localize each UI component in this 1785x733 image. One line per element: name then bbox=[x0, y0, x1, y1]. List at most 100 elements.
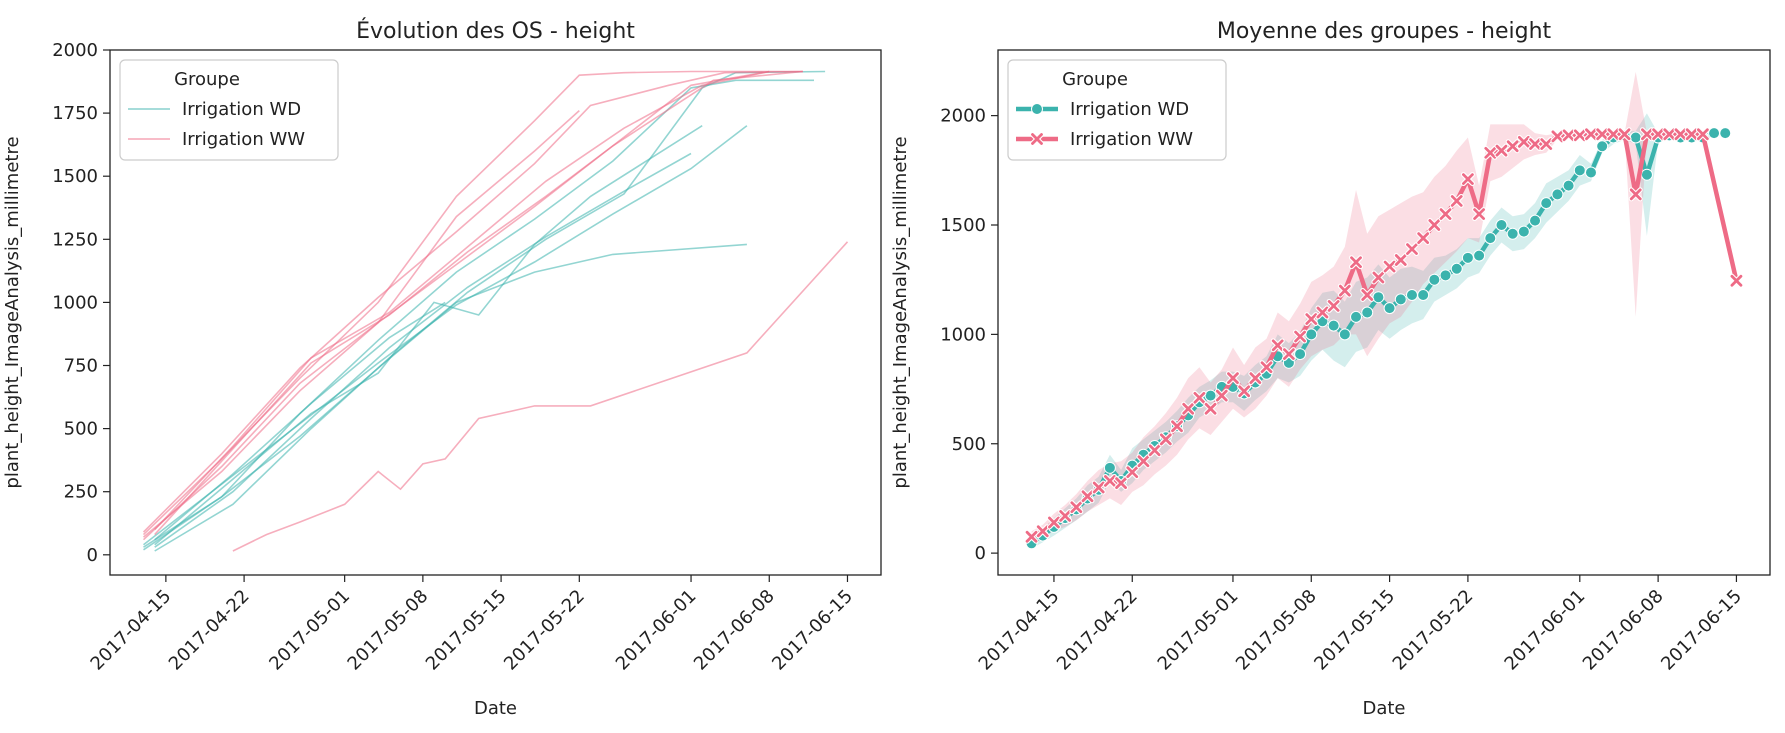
data-point-ww bbox=[1081, 490, 1094, 503]
right-x-tick-label: 2017-06-01 bbox=[1501, 586, 1590, 675]
data-point-ww bbox=[1137, 455, 1150, 468]
series-line-ww bbox=[154, 70, 770, 531]
right-y-tick-label: 500 bbox=[952, 434, 986, 455]
right-x-tick-label: 2017-04-15 bbox=[975, 586, 1064, 675]
data-point-ww bbox=[1573, 129, 1586, 142]
data-point-wd bbox=[1294, 348, 1307, 361]
data-point-ww bbox=[1641, 128, 1653, 141]
data-point-wd bbox=[1103, 461, 1116, 474]
right-legend-title: Groupe bbox=[1062, 69, 1128, 90]
data-point-ww bbox=[1506, 140, 1519, 153]
left-x-tick-label: 2017-05-22 bbox=[500, 586, 589, 675]
left-y-tick-label: 250 bbox=[64, 482, 98, 503]
right-legend-label-ww: Irrigation WW bbox=[1070, 129, 1193, 150]
data-point-ww bbox=[1629, 188, 1642, 201]
data-point-ww bbox=[1406, 243, 1418, 255]
data-point-wd bbox=[1506, 227, 1519, 240]
right-legend-box bbox=[1007, 59, 1227, 161]
data-point-wd bbox=[1405, 289, 1418, 301]
left-y-tick-label: 1250 bbox=[52, 229, 98, 250]
data-point-ww bbox=[1238, 385, 1251, 398]
left-chart-panel: Évolution des OS - height plant_height_Im… bbox=[2, 18, 882, 719]
data-point-ww bbox=[1327, 300, 1340, 312]
data-point-wd bbox=[1562, 179, 1575, 192]
right-legend-marker-ww bbox=[1031, 133, 1043, 145]
data-point-ww bbox=[1048, 516, 1060, 529]
data-point-ww bbox=[1338, 284, 1351, 297]
data-point-ww bbox=[1428, 219, 1441, 231]
data-point-ww bbox=[1159, 433, 1172, 446]
right-legend-marker-wd bbox=[1031, 103, 1043, 115]
series-line-ww bbox=[142, 70, 803, 533]
data-point-ww bbox=[1294, 330, 1306, 343]
data-point-ww bbox=[1260, 361, 1273, 374]
data-point-wd bbox=[1708, 127, 1721, 140]
left-chart-title: Évolution des OS - height bbox=[356, 18, 635, 44]
data-point-ww bbox=[1540, 138, 1553, 150]
series-line-ww bbox=[154, 70, 770, 536]
right-x-tick-label: 2017-05-22 bbox=[1389, 586, 1478, 675]
left-legend-title: Groupe bbox=[174, 69, 240, 90]
left-x-tick-label: 2017-06-08 bbox=[690, 586, 779, 675]
data-point-ww bbox=[1227, 372, 1239, 385]
right-y-tick-label: 1000 bbox=[940, 324, 986, 345]
series-line-wd bbox=[154, 152, 692, 548]
left-x-tick-label: 2017-04-22 bbox=[165, 586, 254, 675]
right-y-tick-label: 0 bbox=[975, 543, 986, 564]
left-y-tick-label: 500 bbox=[64, 419, 98, 440]
data-point-ww bbox=[1439, 208, 1452, 220]
data-point-wd bbox=[1394, 293, 1407, 306]
data-point-ww bbox=[1070, 501, 1083, 514]
data-point-ww bbox=[1182, 402, 1195, 415]
data-point-ww bbox=[1730, 274, 1743, 287]
series-line-ww bbox=[142, 70, 803, 538]
right-y-tick-label: 2000 bbox=[940, 106, 986, 127]
data-point-ww bbox=[1249, 372, 1262, 385]
data-point-wd bbox=[1383, 302, 1396, 315]
left-legend-label-wd: Irrigation WD bbox=[182, 99, 301, 120]
data-point-ww bbox=[1562, 129, 1575, 142]
data-point-ww bbox=[1585, 128, 1597, 141]
data-point-ww bbox=[1674, 128, 1687, 141]
data-point-ww bbox=[1305, 313, 1318, 325]
data-point-ww bbox=[1025, 530, 1038, 543]
data-point-ww bbox=[1462, 173, 1474, 185]
left-y-axis-label: plant_height_ImageAnalysis_millimetre bbox=[2, 136, 23, 488]
data-point-wd bbox=[1640, 168, 1653, 181]
left-y-tick-label: 1750 bbox=[52, 103, 98, 124]
left-plot-area bbox=[142, 70, 849, 552]
right-x-tick-label: 2017-05-08 bbox=[1232, 586, 1321, 675]
data-point-ww bbox=[1316, 306, 1329, 319]
data-point-ww bbox=[1193, 391, 1206, 404]
right-x-tick-label: 2017-05-01 bbox=[1154, 586, 1243, 675]
series-line-ww bbox=[232, 241, 849, 552]
data-point-ww bbox=[1417, 232, 1430, 245]
data-point-wd bbox=[1517, 225, 1530, 238]
data-point-ww bbox=[1607, 128, 1620, 141]
right-x-tick-label: 2017-06-15 bbox=[1657, 586, 1746, 675]
left-x-tick-label: 2017-06-01 bbox=[612, 586, 701, 675]
data-point-ww bbox=[1126, 466, 1139, 479]
data-point-wd bbox=[1719, 127, 1732, 140]
data-point-ww bbox=[1204, 402, 1217, 415]
data-point-wd bbox=[1450, 262, 1463, 275]
left-x-tick-label: 2017-04-15 bbox=[87, 586, 176, 675]
right-x-axis-label: Date bbox=[1362, 698, 1405, 719]
data-point-ww bbox=[1103, 475, 1116, 487]
data-point-wd bbox=[1338, 328, 1351, 341]
data-point-wd bbox=[1551, 188, 1564, 201]
data-point-wd bbox=[1484, 232, 1497, 245]
data-point-wd bbox=[1473, 249, 1486, 262]
right-chart-title: Moyenne des groupes - height bbox=[1217, 19, 1552, 44]
data-point-wd bbox=[1529, 214, 1542, 227]
data-point-ww bbox=[1484, 146, 1497, 159]
left-y-tick-label: 1000 bbox=[52, 292, 98, 313]
right-legend-label-wd: Irrigation WD bbox=[1070, 99, 1189, 120]
data-point-ww bbox=[1148, 444, 1161, 457]
data-point-ww bbox=[1663, 128, 1676, 141]
data-point-ww bbox=[1394, 254, 1407, 266]
data-point-wd bbox=[1372, 291, 1385, 304]
left-x-tick-label: 2017-05-15 bbox=[422, 586, 511, 675]
data-point-wd bbox=[1327, 319, 1340, 332]
